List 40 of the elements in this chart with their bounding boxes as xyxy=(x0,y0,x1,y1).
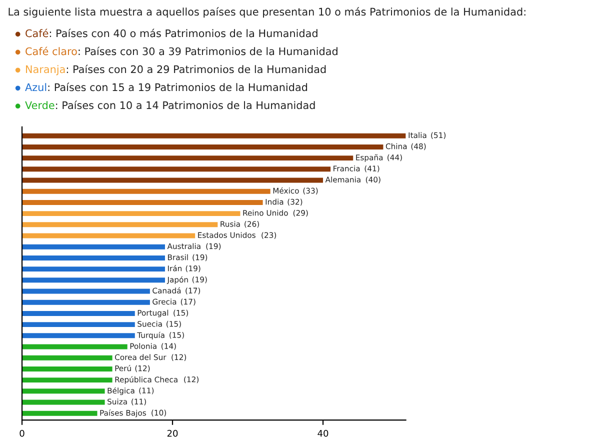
bar xyxy=(22,200,263,205)
text: : Países con 10 a 14 Patrimonios de la Humanidad xyxy=(56,100,315,110)
bar xyxy=(22,244,165,250)
bar xyxy=(22,300,150,305)
text: : Países con 30 a 39 Patrimonios de la Humanidad xyxy=(78,46,338,56)
bar xyxy=(22,266,165,272)
text: : Países con 20 a 29 Patrimonios de la Humanidad xyxy=(66,64,326,74)
bar xyxy=(22,133,406,138)
x-tick-label: 0 xyxy=(20,430,24,437)
bar xyxy=(22,322,135,328)
legend-label: Naranja xyxy=(26,65,65,76)
bar xyxy=(22,333,135,338)
bar xyxy=(22,355,112,360)
bar xyxy=(22,344,128,350)
legend-label: Café claro xyxy=(26,46,77,56)
legend-label: Azul xyxy=(25,83,46,92)
bar xyxy=(22,288,150,294)
bar xyxy=(22,156,354,161)
bar xyxy=(22,178,324,183)
bar xyxy=(22,144,384,150)
bar xyxy=(22,166,331,172)
x-tick-label: 40 xyxy=(318,430,328,437)
bar xyxy=(22,278,165,283)
bar xyxy=(22,400,105,405)
bar xyxy=(22,255,165,260)
bar xyxy=(22,211,240,216)
bar xyxy=(22,310,135,316)
legend-label: Café xyxy=(26,28,48,38)
legend-label: Verde xyxy=(25,101,54,110)
bar xyxy=(22,366,112,372)
text: : Países con 15 a 19 Patrimonios de la Humanidad xyxy=(48,82,308,92)
bar xyxy=(22,233,196,238)
bar xyxy=(22,378,112,383)
bar xyxy=(22,410,98,416)
x-tick-label: 20 xyxy=(167,430,178,437)
bar xyxy=(22,222,218,228)
text: : Países con 40 o más Patrimonios de la Humanidad xyxy=(50,28,318,38)
chart-title: La siguiente lista muestra a aquellos países que presentan 10 o más Patrimonios de la Humanidad: xyxy=(8,7,526,18)
bar xyxy=(22,388,105,394)
bar xyxy=(22,188,270,194)
